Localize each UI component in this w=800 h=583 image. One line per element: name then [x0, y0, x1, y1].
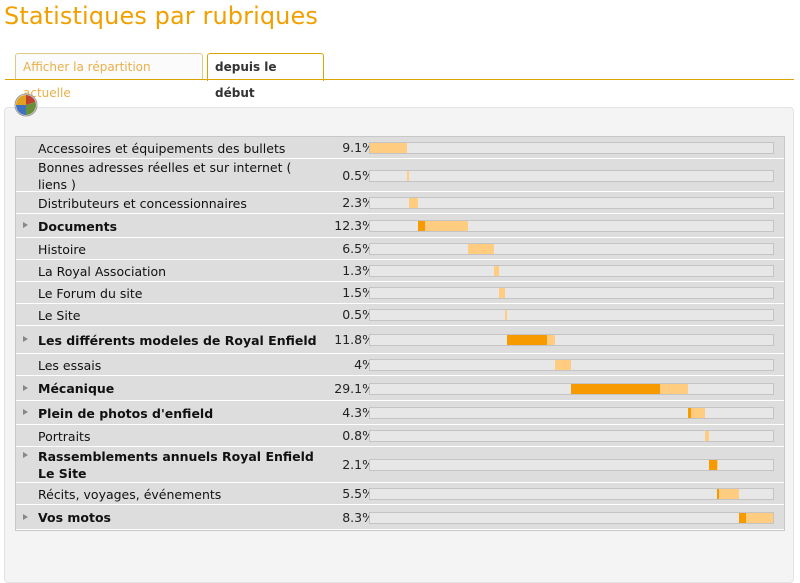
share-bar [369, 265, 774, 277]
share-bar [369, 512, 774, 524]
expand-arrow-icon[interactable] [23, 514, 28, 520]
share-bar-total [718, 489, 740, 499]
row-percentage: 11.8% [334, 332, 374, 347]
stats-row: La Royal Association 1.3% [16, 260, 784, 282]
row-percentage: 12.3% [334, 218, 374, 233]
share-bar-total [716, 460, 718, 470]
stats-row[interactable]: Rassemblements annuels Royal Enfield Le … [16, 447, 784, 483]
share-bar [369, 309, 774, 321]
share-bar-total [505, 310, 507, 320]
share-bar [369, 407, 774, 419]
share-bar-total [408, 198, 418, 208]
share-bar [369, 197, 774, 209]
stats-row: Distributeurs et concessionnaires 2.3% [16, 192, 784, 214]
share-bar [369, 430, 774, 442]
stats-table: Accessoires et équipements des bullets 9.… [15, 136, 785, 531]
row-percentage: 2.3% [342, 195, 374, 210]
tab-current-distribution[interactable]: Afficher la répartition actuelle [15, 53, 203, 100]
stats-row: Récits, voyages, événements 5.5% [16, 483, 784, 505]
share-bar-total [498, 288, 505, 298]
row-label[interactable]: Mécanique [38, 381, 115, 396]
share-bar-total [547, 335, 555, 345]
row-percentage: 0.5% [342, 168, 374, 183]
stats-row[interactable]: Vos motos 8.3% [16, 505, 784, 530]
share-bar-direct [417, 221, 426, 231]
share-bar-direct [716, 489, 719, 499]
share-bar [369, 287, 774, 299]
row-percentage: 2.1% [342, 457, 374, 472]
share-bar [369, 243, 774, 255]
row-percentage: 0.8% [342, 428, 374, 443]
share-bar-direct [570, 384, 661, 394]
stats-row: Accessoires et équipements des bullets 9.… [16, 137, 784, 159]
expand-arrow-icon[interactable] [23, 385, 28, 391]
expand-arrow-icon[interactable] [23, 409, 28, 415]
pie-chart-icon [14, 93, 38, 117]
page-title: Statistiques par rubriques [4, 2, 318, 30]
row-label[interactable]: Vos motos [38, 510, 111, 525]
row-label: Portraits [38, 429, 91, 444]
row-label: Distributeurs et concessionnaires [38, 196, 247, 211]
share-bar [369, 359, 774, 371]
share-bar-direct [708, 460, 717, 470]
stats-row[interactable]: Les différents modeles de Royal Enfield 1… [16, 326, 784, 354]
share-bar [369, 334, 774, 346]
stats-row[interactable]: Mécanique 29.1% [16, 376, 784, 401]
share-bar-total [406, 171, 409, 181]
row-label[interactable]: Plein de photos d'enfield [38, 406, 214, 421]
share-bar [369, 142, 774, 154]
row-label: Le Forum du site [38, 286, 143, 301]
stats-row: Histoire 6.5% [16, 238, 784, 260]
share-bar-total [745, 513, 773, 523]
row-label[interactable]: Documents [38, 219, 118, 234]
row-label: Le Site [38, 308, 81, 323]
stats-row: Le Forum du site 1.5% [16, 282, 784, 304]
share-bar-total [467, 244, 494, 254]
row-label[interactable]: Les différents modeles de Royal Enfield [38, 333, 317, 348]
share-bar-total [554, 360, 571, 370]
stats-row: Les essais 4% [16, 354, 784, 376]
row-label: Bonnes adresses réelles et sur internet … [38, 160, 292, 192]
share-bar-total [425, 221, 468, 231]
row-label: Histoire [38, 242, 86, 257]
tab-since-beginning[interactable]: depuis le début [207, 53, 324, 100]
share-bar-total [370, 143, 407, 153]
row-label: La Royal Association [38, 264, 167, 279]
row-label: Accessoires et équipements des bullets [38, 141, 286, 156]
share-bar-total [493, 266, 499, 276]
row-percentage: 0.5% [342, 307, 374, 322]
stats-row[interactable]: Plein de photos d'enfield 4.3% [16, 401, 784, 425]
row-percentage: 1.5% [342, 285, 374, 300]
row-percentage: 1.3% [342, 263, 374, 278]
share-bar-total [705, 431, 709, 441]
share-bar [369, 170, 774, 182]
row-percentage: 6.5% [342, 241, 374, 256]
row-percentage: 5.5% [342, 486, 374, 501]
row-percentage: 8.3% [342, 510, 374, 525]
share-bar-direct [739, 513, 746, 523]
row-label: Les essais [38, 358, 102, 373]
share-bar-total [660, 384, 688, 394]
share-bar [369, 459, 774, 471]
row-label: Récits, voyages, événements [38, 487, 222, 502]
expand-arrow-icon[interactable] [23, 336, 28, 342]
share-bar-direct [687, 408, 692, 418]
share-bar-total [691, 408, 706, 418]
tabs-divider [5, 79, 794, 80]
row-percentage: 29.1% [334, 381, 374, 396]
stats-row: Portraits 0.8% [16, 425, 784, 447]
row-percentage: 4.3% [342, 405, 374, 420]
expand-arrow-icon[interactable] [23, 222, 28, 228]
stats-row[interactable]: Documents 12.3% [16, 214, 784, 238]
share-bar [369, 383, 774, 395]
row-label[interactable]: Rassemblements annuels Royal Enfield Le … [38, 449, 314, 481]
share-bar-direct [507, 335, 548, 345]
share-bar [369, 220, 774, 232]
stats-row: Bonnes adresses réelles et sur internet … [16, 159, 784, 192]
row-percentage: 9.1% [342, 140, 374, 155]
share-bar [369, 488, 774, 500]
expand-arrow-icon[interactable] [23, 452, 28, 458]
stats-row: Le Site 0.5% [16, 304, 784, 326]
